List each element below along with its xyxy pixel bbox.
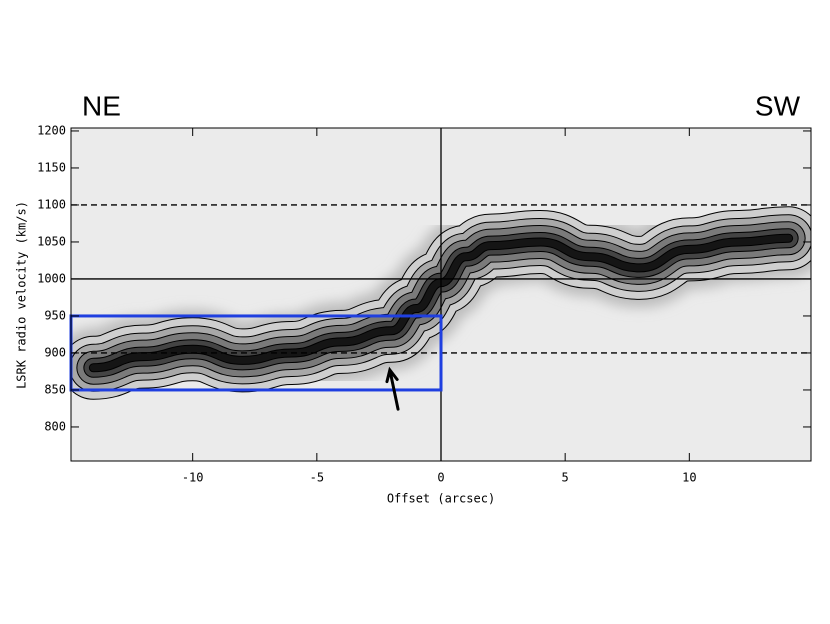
corner-label: NE [82,90,121,121]
x-tick-label: -10 [182,471,204,485]
y-tick-label: 1100 [37,197,66,211]
x-tick-label: 10 [682,471,696,485]
x-axis-label: Offset (arcsec) [387,492,495,506]
y-tick-label: 1200 [37,123,66,137]
x-tick-label: 0 [437,471,444,485]
y-tick-label: 1150 [37,160,66,174]
y-tick-label: 1000 [37,271,66,285]
y-tick-label: 950 [44,308,66,322]
corner-label: SW [755,90,801,121]
x-tick-label: 5 [562,471,569,485]
y-tick-label: 800 [44,419,66,433]
x-tick-label: -5 [310,471,324,485]
y-tick-label: 900 [44,345,66,359]
y-axis-label: LSRK radio velocity (km/s) [15,201,29,389]
arrow [385,366,400,411]
y-tick-label: 1050 [37,234,66,248]
y-tick-label: 850 [44,382,66,396]
plot-frame [70,127,812,462]
